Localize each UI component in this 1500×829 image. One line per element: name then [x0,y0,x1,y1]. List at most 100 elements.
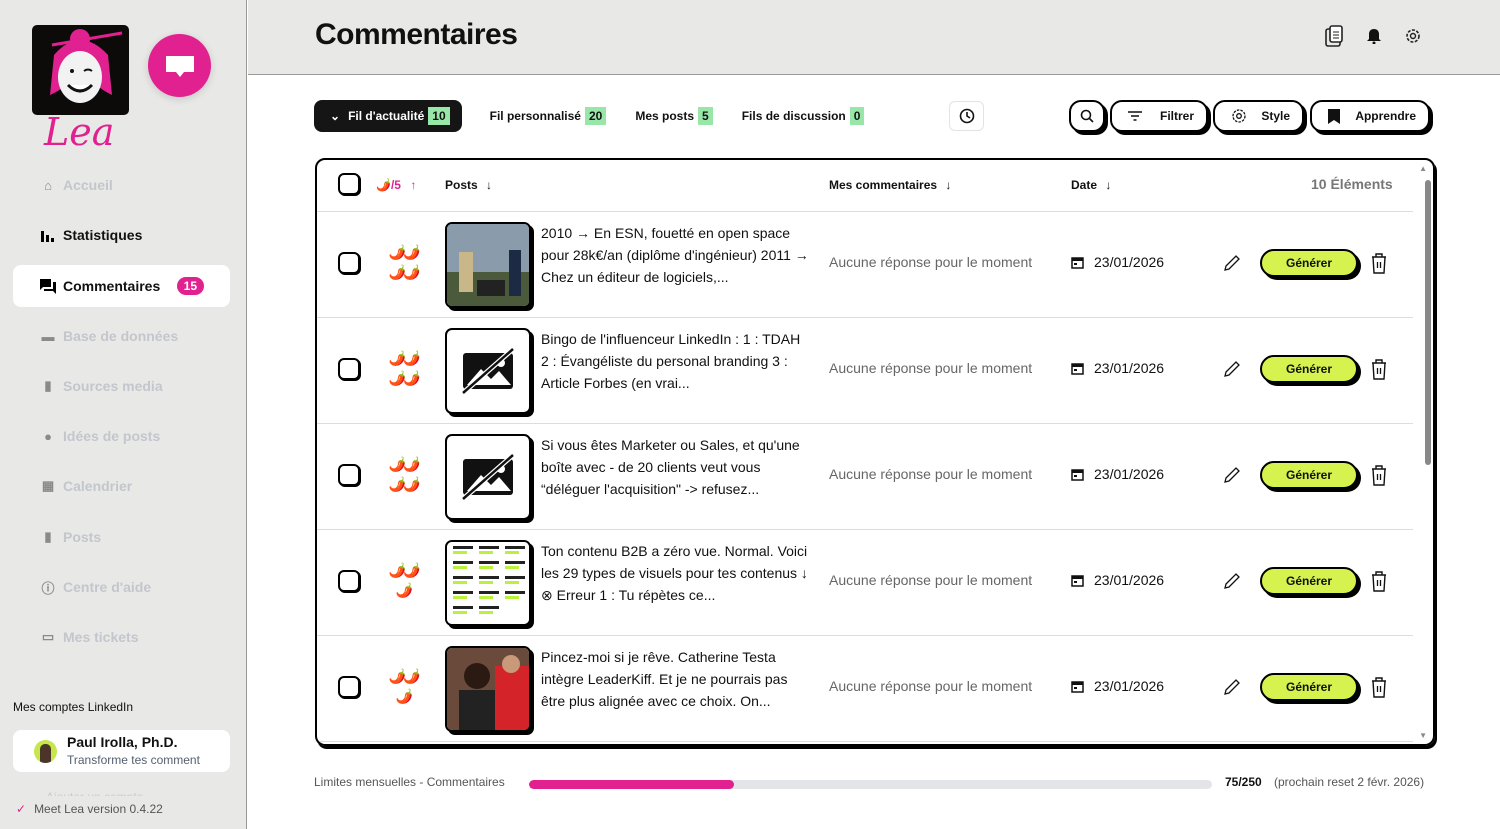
row-checkbox[interactable] [338,464,360,486]
history-button[interactable] [949,101,984,131]
trash-icon [1372,359,1386,380]
tab-fil-actualite[interactable]: ⌄ Fil d'actualité 10 [314,100,462,132]
settings-icon[interactable] [1404,27,1422,45]
pencil-icon [1224,361,1240,377]
sort-desc-icon: ↓ [486,178,493,192]
sidebar-item-base-de-donnees[interactable]: ▬ Base de données [41,328,179,344]
edit-button[interactable] [1223,572,1241,595]
generate-button[interactable]: Générer [1260,355,1358,383]
comments-header[interactable]: Mes commentaires ↓ [829,178,952,192]
edit-button[interactable] [1223,254,1241,277]
post-text[interactable]: Si vous êtes Marketer ou Sales, et qu'un… [541,437,800,497]
trash-icon [1372,465,1386,486]
table-header: 🌶️/5 ↑ Posts ↓ Mes commentaires ↓ Date ↓… [317,160,1413,212]
file-icon: ▮ [44,529,52,544]
tab-fils-de-discussion[interactable]: Fils de discussion 0 [742,100,880,132]
row-checkbox[interactable] [338,358,360,380]
ticket-icon: ▭ [41,629,55,644]
pencil-icon [1224,467,1240,483]
folder-icon: ▬ [41,328,55,344]
row-checkbox[interactable] [338,252,360,274]
sidebar-item-posts[interactable]: ▮ Posts [13,516,230,558]
search-button[interactable] [1069,100,1105,132]
edit-button[interactable] [1223,466,1241,489]
sidebar-item-mes-tickets[interactable]: ▭ Mes tickets [41,629,139,645]
scroll-up-arrow[interactable]: ▲ [1419,164,1427,173]
row-checkbox[interactable] [338,570,360,592]
trash-icon [1372,571,1386,592]
delete-button[interactable] [1370,464,1388,491]
table-row: 🌶️🌶️🌶️ Ton contenu B2B a zéro vue. Norma… [317,530,1413,636]
select-all-checkbox[interactable] [338,173,360,195]
chat-button[interactable] [148,34,211,97]
post-thumbnail[interactable] [445,328,531,414]
sidebar-item-calendrier[interactable]: ▦ Calendrier [41,478,133,494]
sidebar-item-commentaires[interactable]: Commentaires 15 [13,265,230,307]
post-text[interactable]: Bingo de l'influenceur LinkedIn : 1 : TD… [541,331,801,391]
calendar-icon [1071,574,1084,587]
search-icon [1080,109,1094,123]
lea-logo[interactable] [32,25,129,115]
gear-icon [1232,109,1246,123]
chili-rating: 🌶️🌶️🌶️ [388,562,421,598]
delete-button[interactable] [1370,358,1388,385]
post-text[interactable]: Pincez-moi si je rêve. Catherine Testa i… [541,649,788,709]
scrollbar[interactable] [1425,180,1431,465]
clipboard-icon[interactable] [1324,25,1344,47]
post-thumbnail[interactable] [445,540,531,626]
learn-button[interactable]: Apprendre [1310,100,1430,132]
home-icon: ⌂ [44,177,52,193]
date-header[interactable]: Date ↓ [1071,178,1112,192]
post-date: 23/01/2026 [1071,678,1164,694]
comment-status: Aucune réponse pour le moment [829,360,1033,376]
page-title: Commentaires [315,18,518,51]
bar-chart-icon [40,227,56,243]
post-thumbnail[interactable] [445,646,531,732]
sidebar-item-idees-de-posts[interactable]: ● Idées de posts [13,415,230,457]
calendar-icon [1071,468,1084,481]
sidebar-item-sources-media[interactable]: ▮ Sources media [13,365,230,407]
post-date: 23/01/2026 [1071,466,1164,482]
limits-progress [529,780,1212,789]
delete-button[interactable] [1370,676,1388,703]
style-button[interactable]: Style [1213,100,1304,132]
edit-button[interactable] [1223,678,1241,701]
delete-button[interactable] [1370,252,1388,279]
rating-header[interactable]: 🌶️/5 ↑ [376,178,417,192]
generate-button[interactable]: Générer [1260,673,1358,701]
delete-button[interactable] [1370,570,1388,597]
linkedin-account[interactable]: Paul Irolla, Ph.D. Transforme tes commen… [13,730,230,772]
posts-header[interactable]: Posts ↓ [445,178,493,192]
calendar-icon: ▦ [41,478,55,493]
account-name: Paul Irolla, Ph.D. [67,734,178,750]
post-text[interactable]: Ton contenu B2B a zéro vue. Normal. Voic… [541,543,808,603]
clock-icon [959,108,974,124]
generate-button[interactable]: Générer [1260,461,1358,489]
post-date: 23/01/2026 [1071,254,1164,270]
filter-button[interactable]: Filtrer [1110,100,1208,132]
bell-icon[interactable] [1366,28,1382,44]
sidebar-item-centre-daide[interactable]: ⓘ Centre d'aide [41,579,152,596]
tab-fil-personnalise[interactable]: Fil personnalisé 20 [490,100,622,132]
avatar [34,740,57,763]
edit-button[interactable] [1223,360,1241,383]
generate-button[interactable]: Générer [1260,567,1358,595]
chat-icon [165,55,194,77]
post-text[interactable]: 2010 → En ESN, fouetté en open space pou… [541,225,809,285]
sort-desc-icon: ↓ [1105,178,1112,192]
comment-status: Aucune réponse pour le moment [829,466,1033,482]
add-account-link[interactable]: Ajouter un compte [46,790,143,796]
sidebar-item-accueil[interactable]: ⌂ Accueil [13,164,230,206]
chevron-down-icon: ⌄ [330,109,341,123]
scroll-down-arrow[interactable]: ▼ [1419,731,1427,740]
row-checkbox[interactable] [338,676,360,698]
post-thumbnail[interactable] [445,222,531,308]
generate-button[interactable]: Générer [1260,249,1358,277]
post-thumbnail[interactable] [445,434,531,520]
tab-mes-posts[interactable]: Mes posts 5 [635,100,727,132]
lea-wordmark: Lea [44,110,115,154]
pencil-icon [1224,255,1240,271]
chili-rating: 🌶️🌶️🌶️🌶️ [388,244,421,280]
sort-desc-icon: ↓ [945,178,952,192]
sidebar-item-statistiques[interactable]: Statistiques [13,214,230,256]
